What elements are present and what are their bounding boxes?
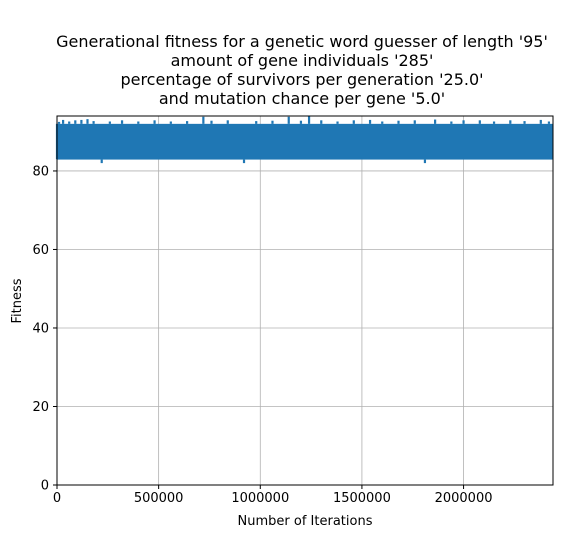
x-tick-label: 500000 (134, 491, 184, 506)
chart-title-line-4: and mutation chance per gene '5.0' (159, 89, 445, 108)
plot-area (55, 116, 553, 164)
y-tick-label: 20 (32, 400, 49, 415)
x-tick-label: 1000000 (231, 491, 289, 506)
x-axis-label: Number of Iterations (238, 514, 373, 529)
grid-lines (57, 116, 553, 485)
x-tick-label: 2000000 (435, 491, 493, 506)
y-tick-label: 80 (32, 164, 49, 179)
axes-frame (56, 115, 554, 486)
y-tick-label: 60 (32, 243, 49, 258)
series-band (57, 123, 553, 160)
x-tick-label: 0 (53, 491, 61, 506)
x-tick-label: 1500000 (333, 491, 391, 506)
y-tick-label: 0 (41, 479, 49, 494)
chart-title-line-2: amount of gene individuals '285' (171, 51, 434, 70)
axes (56, 115, 554, 486)
chart-title-line-3: percentage of survivors per generation '… (120, 70, 483, 89)
chart-title-line-1: Generational fitness for a genetic word … (56, 32, 548, 51)
y-tick-label: 40 (32, 321, 49, 336)
y-axis-label: Fitness (10, 278, 25, 323)
chart-title: Generational fitness for a genetic word … (56, 32, 548, 108)
tick-marks (53, 170, 465, 489)
